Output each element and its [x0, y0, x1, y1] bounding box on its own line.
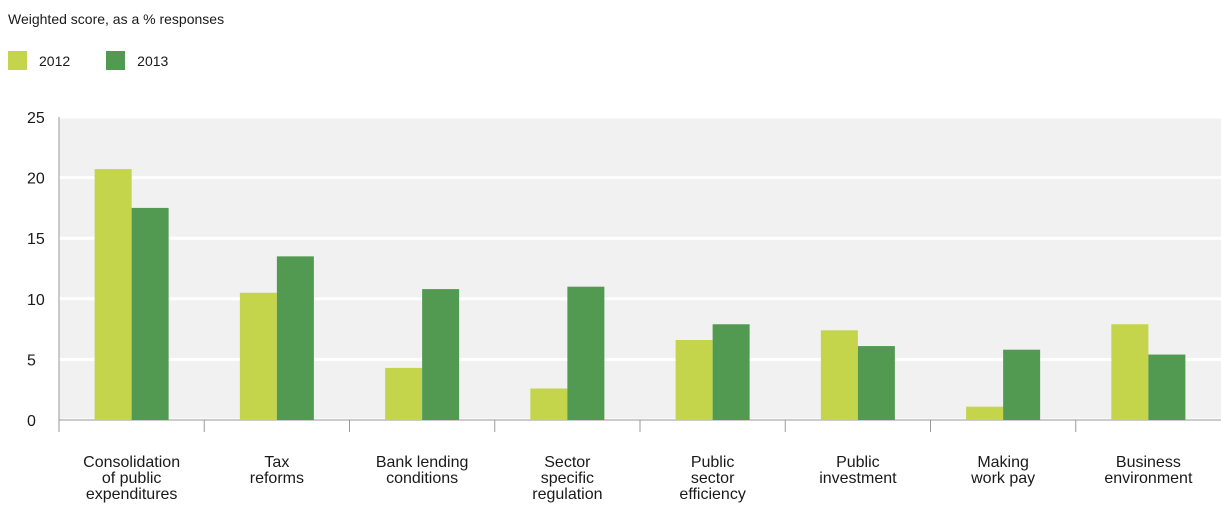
legend-item-2012: 2012	[8, 51, 70, 70]
legend: 2012 2013	[8, 51, 204, 70]
x-category-label-2: Bank lending conditions	[376, 454, 469, 487]
x-category-label-7: Business environment	[1104, 454, 1193, 487]
bar-2013-3	[567, 286, 605, 420]
bar-2012-6	[966, 406, 1004, 420]
x-category-label-1: Tax reforms	[250, 454, 304, 487]
bar-2012-5	[820, 330, 858, 420]
legend-label-2012: 2012	[39, 52, 71, 69]
plot-area	[59, 117, 1221, 420]
y-tick-label-5: 5	[27, 352, 36, 369]
bar-2012-2	[385, 367, 423, 420]
y-tick-label-0: 0	[27, 413, 36, 430]
x-category-label-5: Public investment	[819, 454, 897, 487]
bar-2012-4	[675, 340, 713, 420]
bar-2012-1	[239, 292, 277, 420]
bar-2012-7	[1111, 324, 1149, 420]
y-tick-label-20: 20	[27, 171, 45, 188]
bar-2013-6	[1003, 349, 1041, 420]
x-category-label-4: Public sector efficiency	[679, 454, 745, 503]
x-category-label-6: Making work pay	[970, 454, 1035, 487]
bar-2013-5	[857, 346, 895, 420]
chart-subtitle: Weighted score, as a % responses	[8, 11, 225, 27]
bar-2013-7	[1148, 354, 1186, 420]
bar-2013-4	[712, 324, 750, 420]
legend-label-2013: 2013	[137, 52, 169, 69]
bar-2013-1	[276, 256, 314, 420]
y-tick-label-10: 10	[27, 292, 45, 309]
legend-item-2013: 2013	[106, 51, 168, 70]
legend-swatch-2013	[106, 51, 126, 70]
bar-2012-0	[94, 169, 132, 420]
bar-2012-3	[530, 388, 568, 420]
x-category-label-3: Sector specific regulation	[532, 454, 602, 503]
y-tick-label-25: 25	[27, 110, 45, 127]
y-tick-label-15: 15	[27, 231, 45, 248]
legend-swatch-2012	[8, 51, 27, 70]
bar-2013-0	[131, 207, 169, 420]
bar-2013-2	[422, 289, 460, 420]
x-category-label-0: Consolidation of public expenditures	[83, 454, 180, 503]
